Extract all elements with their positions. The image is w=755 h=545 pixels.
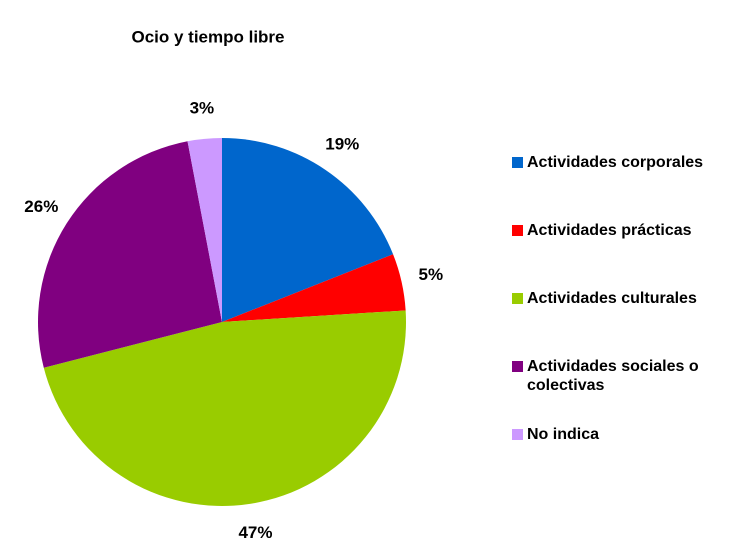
- legend-swatch: [512, 361, 523, 372]
- data-label: 26%: [24, 197, 58, 216]
- pie-slice: [222, 254, 406, 322]
- legend-item: Actividades culturales: [512, 289, 752, 308]
- legend-swatch: [512, 225, 523, 236]
- legend-swatch: [512, 293, 523, 304]
- legend-item: Actividades prácticas: [512, 221, 752, 240]
- data-label: 47%: [238, 523, 272, 542]
- legend-item: No indica: [512, 425, 752, 444]
- pie-slice: [187, 138, 222, 322]
- pie-slice: [43, 310, 407, 507]
- data-label: 19%: [325, 134, 359, 153]
- legend-label: Actividades culturales: [527, 290, 697, 307]
- data-label: 5%: [419, 265, 444, 284]
- legend-item: Actividades sociales o colectivas: [512, 357, 752, 395]
- legend-swatch: [512, 157, 523, 168]
- legend-swatch: [512, 429, 523, 440]
- legend-label: Actividades corporales: [527, 154, 704, 171]
- legend-label: Actividades prácticas: [527, 222, 692, 239]
- pie-slice: [222, 138, 394, 322]
- data-label: 3%: [190, 98, 215, 117]
- chart-title: Ocio y tiempo libre: [131, 27, 284, 46]
- legend-label: Actividades sociales o colectivas: [527, 358, 699, 394]
- legend-label: No indica: [527, 426, 600, 443]
- pie-slice: [37, 141, 222, 368]
- legend-item: Actividades corporales: [512, 153, 752, 172]
